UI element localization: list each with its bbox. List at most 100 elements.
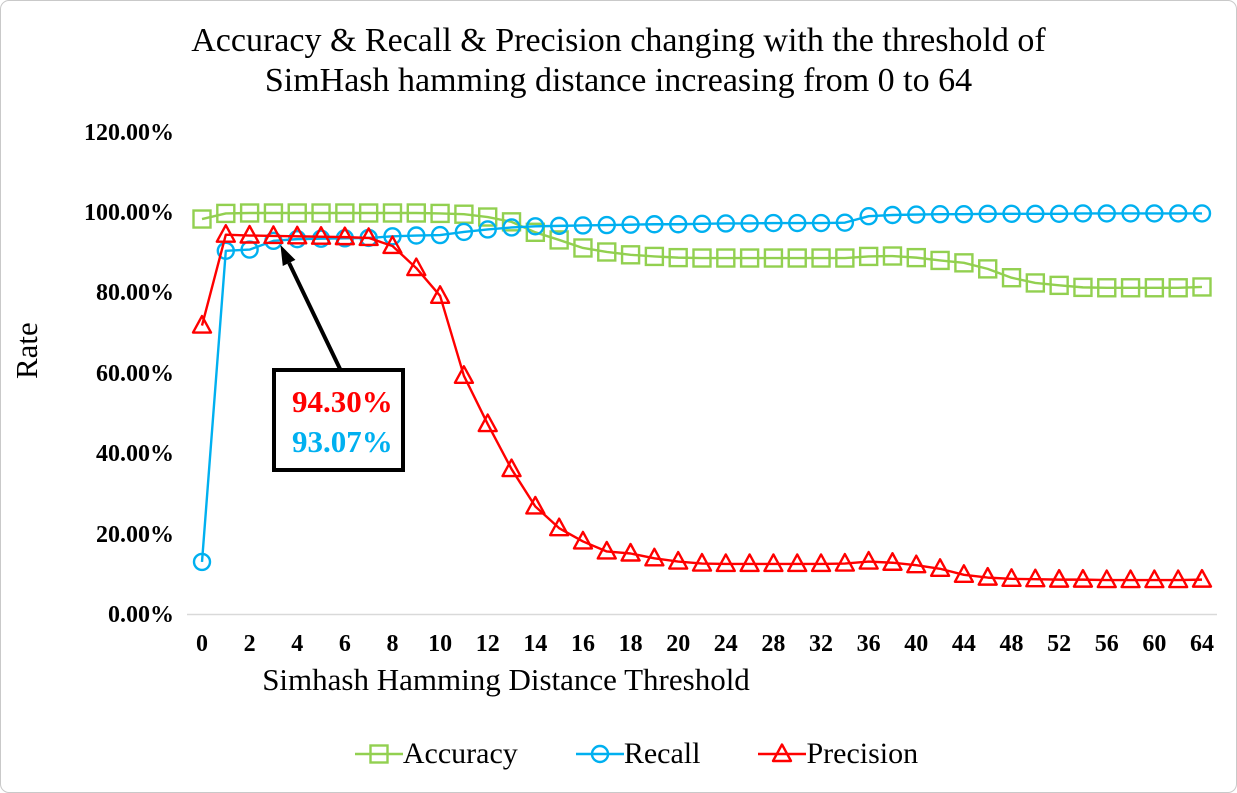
x-tick-label: 12 [475, 631, 500, 657]
precision-marker [548, 517, 570, 537]
recall-marker [954, 205, 974, 224]
chart-title-line1: Accuracy & Recall & Precision changing w… [191, 22, 1046, 59]
precision-marker [406, 257, 427, 277]
recall-marker [1097, 204, 1116, 223]
legend-label-precision: Precision [806, 737, 919, 770]
precision-marker [644, 547, 665, 567]
precision-marker [787, 553, 808, 573]
accuracy-marker [668, 247, 688, 268]
recall-marker [549, 216, 569, 236]
precision-marker [1191, 568, 1213, 588]
precision-marker [763, 553, 784, 573]
precision-marker [382, 235, 403, 255]
accuracy-marker [1097, 278, 1117, 298]
y-tick-label: 100.00% [84, 200, 174, 226]
recall-marker [573, 216, 593, 235]
x-tick-label: 48 [999, 631, 1024, 657]
precision-marker [977, 566, 998, 586]
precision-marker [310, 226, 332, 245]
precision-marker [882, 552, 903, 571]
precision-marker [810, 553, 832, 573]
series-precision [191, 224, 1213, 589]
legend-item-accuracy: Accuracy [354, 737, 518, 771]
recall-marker [811, 213, 831, 233]
recall-marker [454, 222, 474, 242]
accuracy-marker [1025, 273, 1046, 293]
x-tick-label: 56 [1094, 631, 1119, 657]
recall-marker [1002, 204, 1021, 224]
recall-marker [668, 215, 688, 234]
accuracy-marker [835, 248, 855, 268]
recall-marker [645, 215, 664, 234]
accuracy-marker [739, 248, 760, 268]
accuracy-marker [763, 248, 784, 268]
recall-marker [1192, 204, 1212, 223]
x-tick-label: 0 [196, 631, 208, 657]
accuracy-marker [311, 203, 331, 223]
legend-label-recall: Recall [623, 737, 701, 770]
annotation-recall-value: 93.07% [292, 424, 393, 459]
precision-marker [715, 553, 737, 573]
recall-marker [788, 213, 807, 233]
annotation-precision-value: 94.30% [292, 384, 393, 419]
accuracy-marker [1049, 275, 1069, 296]
accuracy-marker [1192, 277, 1212, 297]
precision-marker [667, 550, 689, 570]
annotation-box: 94.30% 93.07% [272, 368, 405, 472]
precision-marker [501, 458, 522, 478]
accuracy-marker [620, 245, 641, 265]
recall-marker [835, 213, 855, 232]
recall-marker [692, 214, 712, 234]
accuracy-marker [501, 212, 522, 232]
recall-marker [716, 214, 736, 233]
series-line-accuracy [201, 211, 1203, 289]
accuracy-marker [597, 242, 617, 262]
x-tick-label: 24 [713, 631, 738, 657]
precision-marker [429, 285, 451, 305]
precision-marker [1001, 568, 1022, 588]
recall-marker [1049, 204, 1069, 224]
accuracy-marker [1120, 278, 1141, 298]
accuracy-marker [287, 203, 307, 223]
y-tick-label: 60.00% [96, 360, 174, 387]
accuracy-marker [382, 203, 403, 223]
accuracy-marker [430, 203, 450, 224]
x-tick-label: 28 [761, 631, 786, 657]
precision-marker [739, 553, 760, 573]
recall-marker [1168, 204, 1188, 223]
accuracy-marker [882, 246, 903, 266]
x-tick-label: 6 [338, 631, 351, 657]
precision-marker [1144, 569, 1165, 589]
accuracy-marker [1168, 278, 1188, 298]
legend-item-precision: Precision [758, 737, 918, 771]
legend-item-recall: Recall [575, 737, 701, 771]
y-tick-label: 40.00% [96, 441, 174, 468]
accuracy-marker [239, 203, 260, 223]
accuracy-marker [692, 248, 712, 268]
accuracy-marker [716, 248, 736, 268]
x-tick-label: 52 [1047, 631, 1072, 657]
accuracy-marker [216, 203, 236, 224]
legend-circle-icon [590, 744, 610, 764]
accuracy-marker [335, 203, 355, 223]
precision-marker [906, 554, 927, 574]
recall-marker [907, 205, 926, 224]
accuracy-marker [478, 207, 498, 227]
precision-marker [596, 540, 617, 560]
recall-marker [930, 205, 950, 224]
recall-marker [764, 213, 783, 233]
x-tick-label: 4 [291, 631, 304, 657]
recall-marker [1121, 204, 1140, 223]
accuracy-marker [358, 203, 379, 223]
y-tick-label: 20.00% [96, 521, 174, 548]
accuracy-marker [573, 238, 593, 258]
legend-marker-accuracy-icon [354, 744, 403, 764]
recall-marker [883, 205, 902, 225]
recall-marker [383, 227, 402, 246]
precision-marker [1167, 569, 1189, 589]
legend-triangle-icon [772, 743, 793, 763]
legend-marker-recall-icon [575, 744, 624, 764]
recall-marker [978, 204, 997, 224]
precision-marker [572, 530, 594, 550]
